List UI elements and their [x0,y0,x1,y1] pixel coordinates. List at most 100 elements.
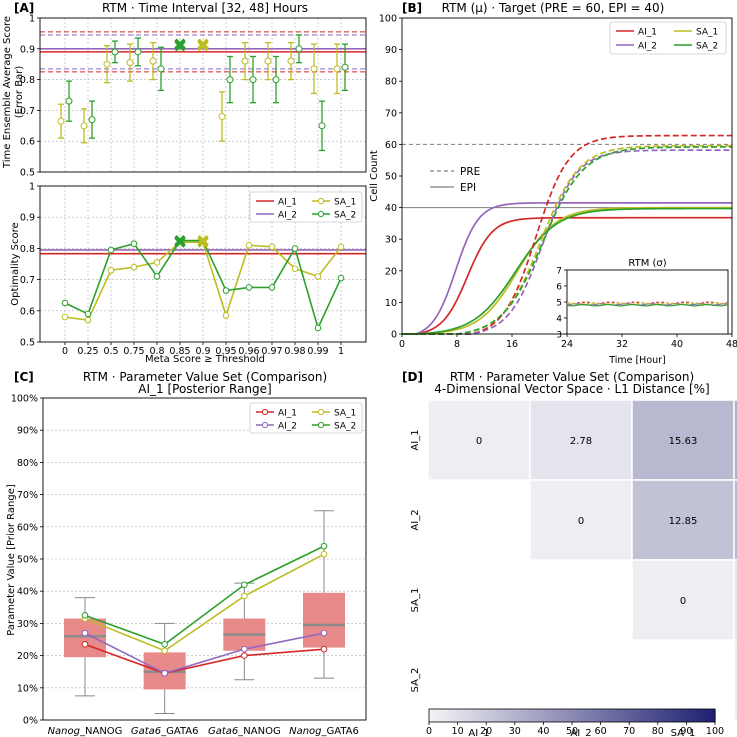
d-colorbar-segment [481,709,487,722]
panel-c-label: [C] [14,370,34,384]
a2-point-SA_2 [245,284,253,291]
c-ytick-label: 10% [17,683,38,694]
a2-xtick-label: 0.95 [215,346,236,357]
c-xtick-italic: Nanog [48,726,80,737]
d-cell [529,399,633,481]
d-colorbar-segment [443,709,449,722]
d-cell [733,559,737,641]
a2-legend-label-AI_1: AI_1 [278,198,297,208]
b-inset-ytick-label: 3 [556,331,562,341]
c-xtick-italic: Nanog [289,726,321,737]
a2-point-SA_1 [107,266,115,274]
d-col-label: SA_1 [671,728,696,737]
b-curve-EPI-AI_2 [402,202,732,335]
c-ytick-label: 0% [23,716,38,727]
a2-point-SA_1 [153,259,161,266]
d-col-label: AI_2 [570,728,591,737]
a-point-SA_2 [318,122,326,130]
a-point-SA_1 [126,59,134,67]
d-colorbar-segment [700,709,707,722]
d-colorbar-segment [429,709,435,722]
a-point-SA_1 [264,57,272,65]
c-xtick-rest: _GATA6 [321,726,359,737]
d-cell-value: 0 [476,436,482,447]
d-colorbar-segment [653,709,659,722]
c-xtick-label: Nanog_NANOG [48,726,123,737]
d-colorbar-segment [695,709,702,722]
d-colorbar-segment [705,709,711,722]
a-point-SA_2 [65,97,73,105]
panel-d-subtitle: 4-Dimensional Vector Space · L1 Distance… [434,382,710,396]
d-colorbar-segment [586,709,592,722]
a-point-SA_1 [333,65,341,73]
a2-point-SA_1 [130,263,138,271]
a-frame [39,17,367,173]
a2-legend-label-AI_2: AI_2 [278,211,297,221]
a2-legend-label-SA_1: SA_1 [334,198,356,208]
d-cell-value: 15.63 [669,436,698,447]
panel-d-plot: 02.7815.6317.9012.8515.1202.280AI_1AI_2S… [410,399,737,737]
d-cell [733,399,737,481]
a-point-SA_2 [111,48,119,56]
b-ytick-label: 50 [385,172,397,183]
a-ytick-label: 0.6 [20,137,35,148]
c-point-SA_2 [161,641,168,648]
d-colorbar-segment [662,709,668,722]
d-colorbar-segment [562,709,568,722]
a2-legend-marker-SA_1 [317,197,325,205]
d-colorbar-segment [457,709,463,722]
panel-a-ylabel-2: (Error Bar) [14,66,25,119]
c-xtick-rest: _GATA6 [160,726,198,737]
a2-point-SA_2 [291,245,299,252]
d-colorbar-segment [438,709,444,722]
a2-ytick-label: 0.7 [20,275,35,286]
a2-legend-label-SA_2: SA_2 [334,211,356,221]
b-ytick-label: 30 [385,235,397,246]
d-colorbar-tick-label: 10 [452,726,464,737]
d-colorbar-segment [643,709,649,722]
panel-a-title: RTM · Time Interval [32, 48] Hours [102,1,308,15]
a2-point-SA_1 [314,273,322,280]
d-cell-value: 2.78 [570,436,592,447]
d-colorbar-segment [510,709,516,722]
a-point-SA_1 [310,65,318,73]
c-point-AI_2 [320,629,328,637]
b-inset-series-SA_2 [566,303,729,307]
c-ytick-label: 60% [17,522,38,533]
a2-xtick-label: 0.25 [77,346,98,357]
a2-point-SA_1 [61,313,69,321]
a-point-SA_1 [218,113,226,121]
d-colorbar-tick-label: 40 [537,726,549,737]
b-ytick-label: 90 [385,45,397,56]
b-ytick-label: 80 [385,77,397,88]
a2-best-marker-SA_2 [197,234,209,247]
d-colorbar-tick-label: 30 [509,726,521,737]
a2-legend-marker-SA_2 [317,210,325,218]
a2-ytick-label: 0.5 [20,338,35,349]
d-colorbar-segment [619,709,626,722]
b-legend-label-SA_2: SA_2 [696,42,718,52]
panel-b-plot: 0 10 20 30 40 50 60 70 80 90 100 0 8 16 24 32 40 48 AI_1 SA… [379,14,737,367]
b-ytick-label: 100 [379,14,397,25]
d-colorbar-segment [567,709,573,722]
a-point-SA_1 [149,57,157,65]
d-colorbar-segment [533,709,540,722]
a-point-SA_2 [341,63,349,71]
b-ytick-label: 60 [385,140,397,151]
c-xtick-rest: _NANOG [237,726,280,737]
b-xtick-label: 32 [616,339,628,350]
a2-point-SA_2 [130,240,138,248]
d-colorbar-segment [681,709,687,722]
panel-c-ylabel: Parameter Value [Prior Range] [6,484,17,636]
a2-point-SA_2 [268,284,276,291]
b-xtick-label: 24 [561,339,573,350]
d-colorbar-tick-label: 70 [623,726,635,737]
b-ytick-label: 10 [385,298,397,309]
d-colorbar-segment [633,709,640,722]
c-ytick-label: 100% [11,394,38,405]
b-style-legend-label-PRE: PRE [460,166,480,178]
c-ytick-label: 50% [17,555,38,566]
a-point-SA_2 [157,65,165,73]
a-point-SA_2 [295,45,303,53]
a2-ytick-label: 0.8 [20,244,35,255]
